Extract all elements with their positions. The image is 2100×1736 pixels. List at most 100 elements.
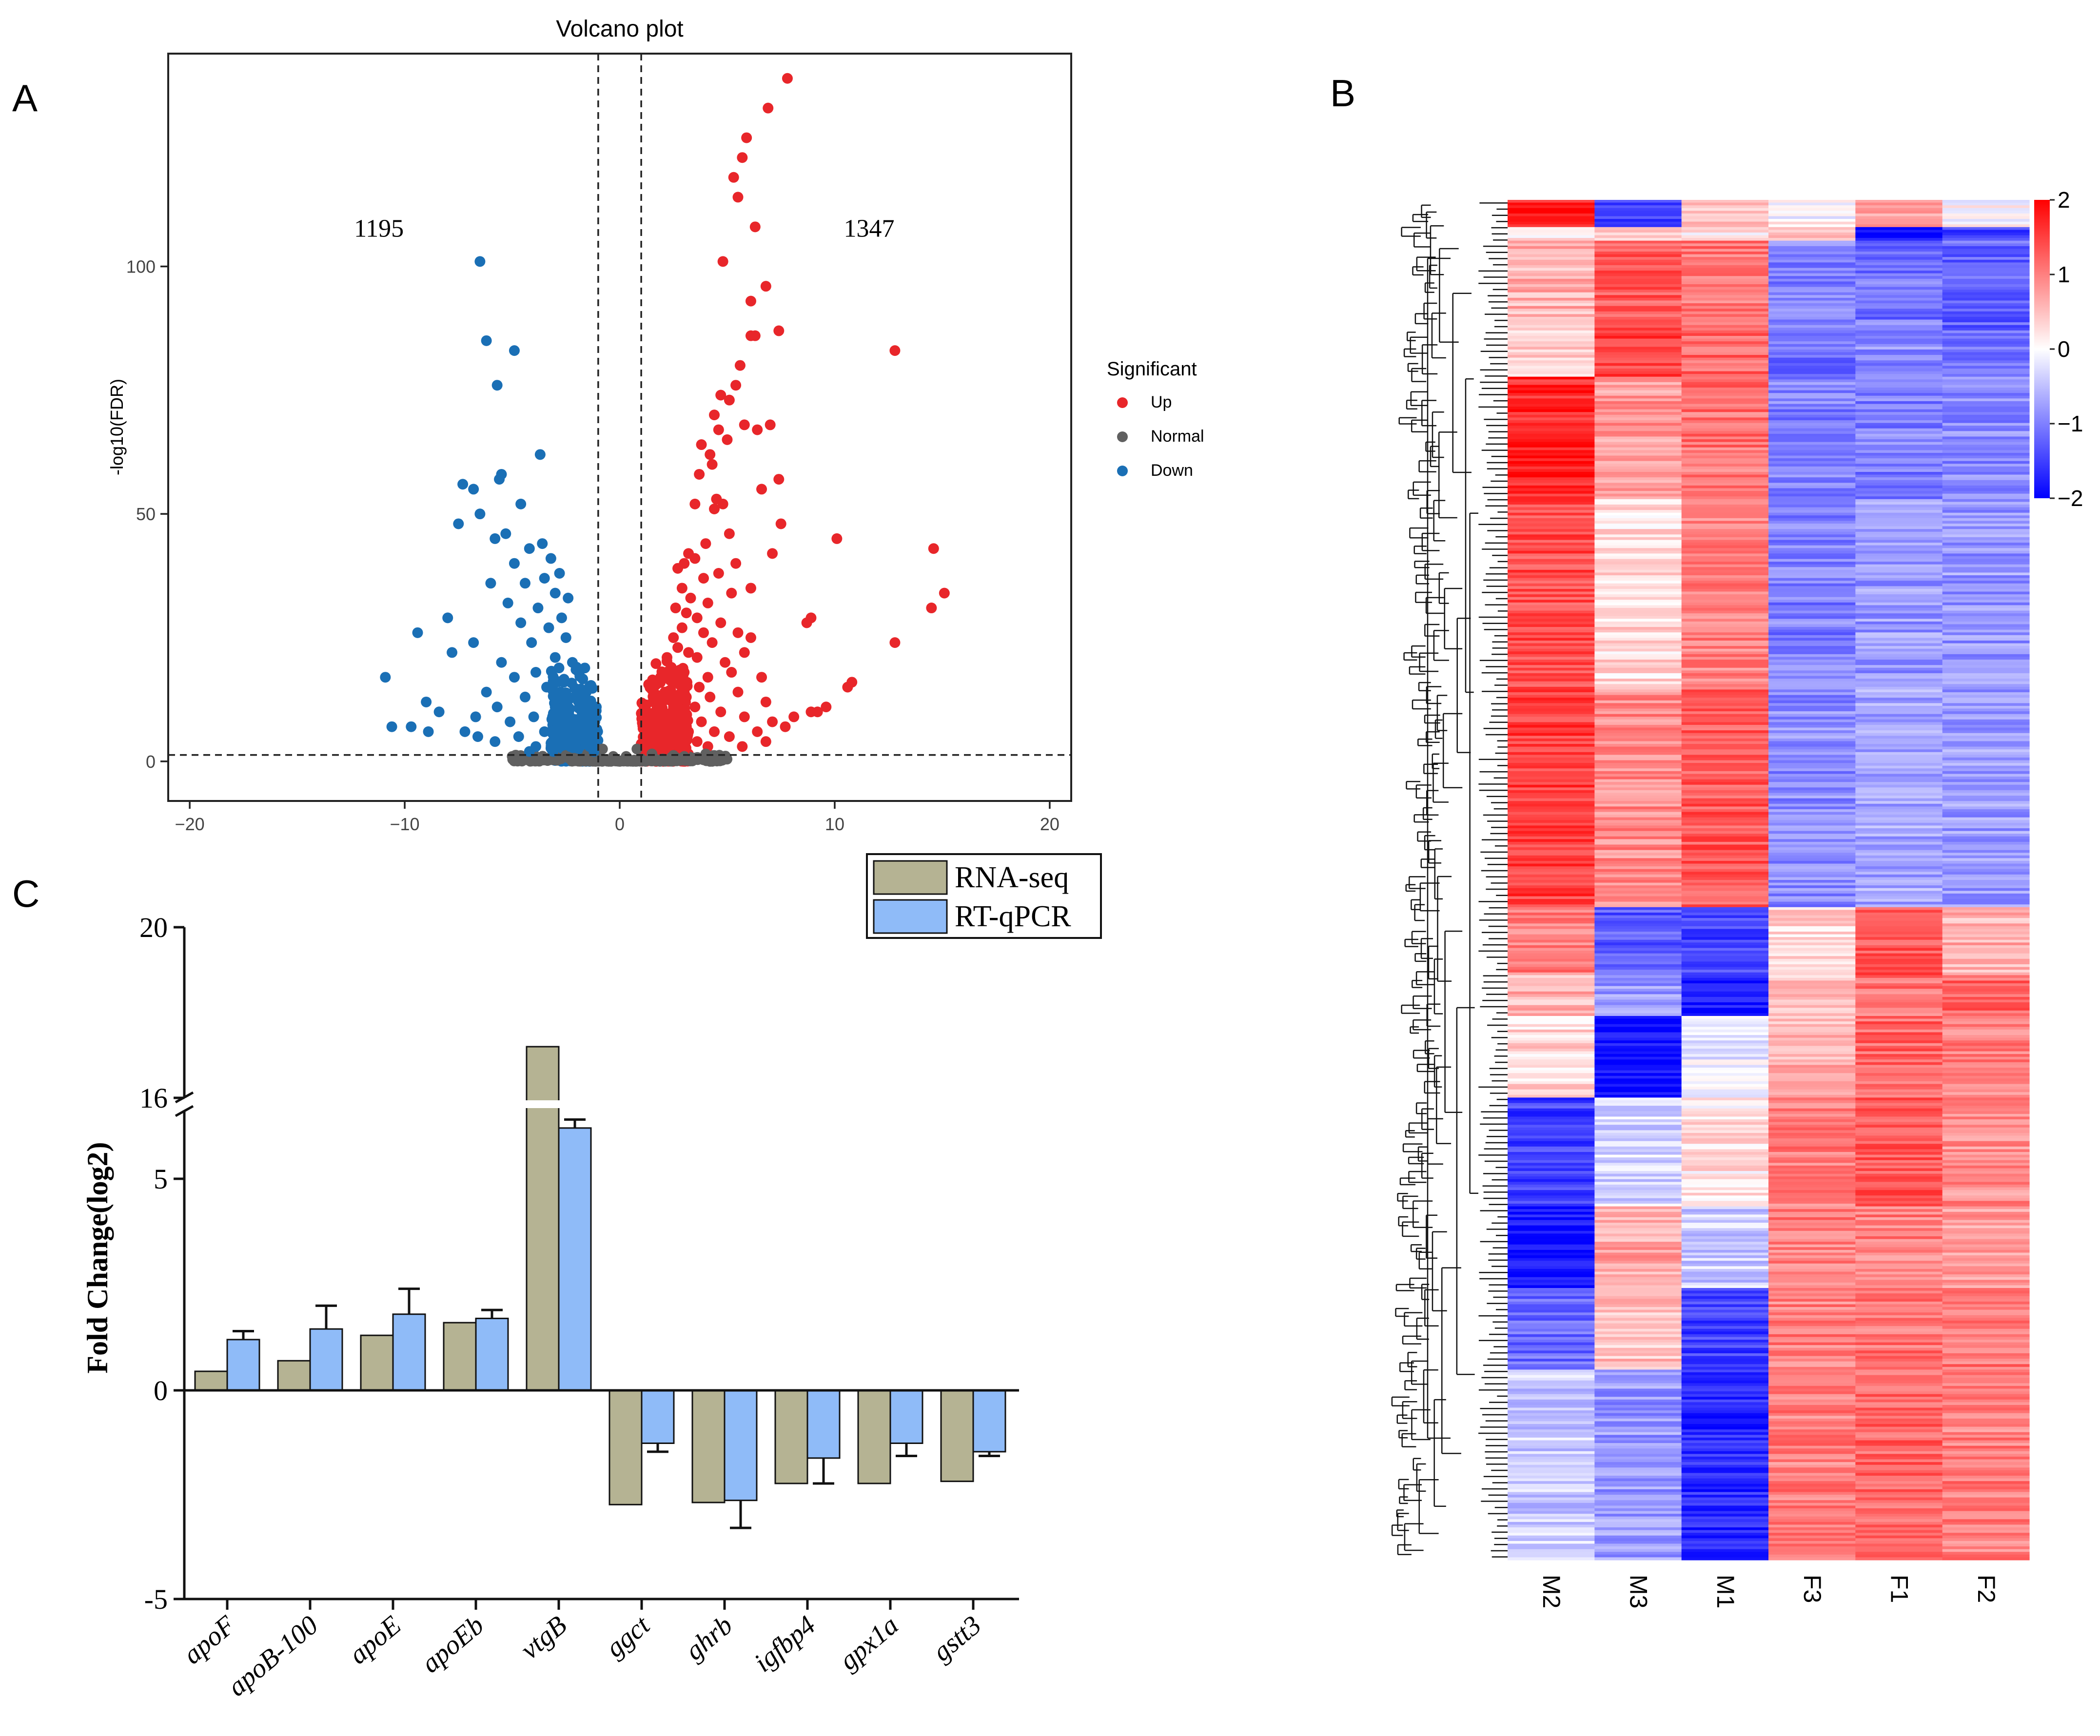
heatmap-cell xyxy=(1855,700,1943,703)
heatmap-cell xyxy=(1594,1173,1682,1177)
heatmap-cell xyxy=(1768,1075,1856,1079)
heatmap-cell xyxy=(1768,1040,1856,1044)
heatmap-cell xyxy=(1508,1375,1595,1378)
heatmap-cell xyxy=(1942,224,2030,228)
up-point xyxy=(668,632,679,643)
heatmap-cell xyxy=(1681,1065,1769,1068)
heatmap-cell xyxy=(1942,629,2030,633)
heatmap-cell xyxy=(1768,1268,1856,1272)
down-point xyxy=(496,657,507,668)
heatmap-cell xyxy=(1508,918,1595,921)
heatmap-cell xyxy=(1681,1198,1769,1202)
heatmap-cell xyxy=(1855,1111,1943,1114)
heatmap-cell xyxy=(1942,534,2030,538)
heatmap-cell xyxy=(1594,779,1682,782)
x-tick-label: 20 xyxy=(1040,814,1060,834)
heatmap-cell xyxy=(1508,853,1595,856)
heatmap-cell xyxy=(1594,273,1682,276)
heatmap-cell xyxy=(1942,1388,2030,1392)
heatmap-cell xyxy=(1594,1524,1682,1528)
heatmap-cell xyxy=(1768,1078,1856,1082)
heatmap-cell xyxy=(1594,338,1682,342)
heatmap-cell xyxy=(1855,1106,1943,1109)
heatmap-cell xyxy=(1594,863,1682,867)
heatmap-cell xyxy=(1681,812,1769,815)
heatmap-cell xyxy=(1855,970,1943,973)
heatmap-cell xyxy=(1508,385,1595,388)
heatmap-cell xyxy=(1594,388,1682,391)
heatmap-cell xyxy=(1508,357,1595,361)
heatmap-cell xyxy=(1942,452,2030,456)
heatmap-cell xyxy=(1768,1429,1856,1433)
heatmap-cell xyxy=(1768,961,1856,965)
heatmap-cell xyxy=(1681,1459,1769,1463)
heatmap-cell xyxy=(1681,1318,1769,1321)
heatmap-cell xyxy=(1681,526,1769,529)
legend-marker xyxy=(1117,466,1128,476)
heatmap-cell xyxy=(1594,1557,1682,1560)
heatmap-cell xyxy=(1768,1154,1856,1158)
heatmap-cell xyxy=(1855,763,1943,766)
heatmap-cell xyxy=(1594,815,1682,818)
heatmap-cell xyxy=(1768,608,1856,611)
down-point xyxy=(537,538,548,549)
heatmap-cell xyxy=(1594,268,1682,271)
heatmap-cell xyxy=(1681,1206,1769,1209)
heatmap-cell xyxy=(1681,537,1769,541)
heatmap-cell xyxy=(1768,662,1856,665)
heatmap-cell xyxy=(1855,1505,1943,1509)
heatmap-cell xyxy=(1594,912,1682,916)
heatmap-cell xyxy=(1942,1192,2030,1196)
heatmap-cell xyxy=(1594,1002,1682,1006)
heatmap-cell xyxy=(1942,621,2030,625)
heatmap-cell xyxy=(1681,1426,1769,1430)
heatmap-cell xyxy=(1942,529,2030,532)
heatmap-cell xyxy=(1855,1087,1943,1090)
heatmap-cell xyxy=(1942,1013,2030,1016)
heatmap-cell xyxy=(1508,426,1595,429)
heatmap-cell xyxy=(1594,893,1682,897)
heatmap-cell xyxy=(1681,923,1769,927)
heatmap-cell xyxy=(1768,1426,1856,1430)
heatmap-cell xyxy=(1768,366,1856,369)
heatmap-cell xyxy=(1942,409,2030,412)
heatmap-cell xyxy=(1855,569,1943,573)
heatmap-cell xyxy=(1855,1116,1943,1120)
heatmap-cell xyxy=(1768,763,1856,766)
heatmap-cell xyxy=(1942,964,2030,968)
up-point xyxy=(767,548,778,559)
up-point xyxy=(715,390,726,401)
heatmap-cell xyxy=(1768,839,1856,842)
heatmap-cell xyxy=(1855,458,1943,462)
heatmap-cell xyxy=(1594,1399,1682,1403)
heatmap-cell xyxy=(1681,1364,1769,1367)
heatmap-cell xyxy=(1681,964,1769,968)
heatmap-cell xyxy=(1768,793,1856,796)
heatmap-cell xyxy=(1768,1340,1856,1343)
up-point xyxy=(739,647,750,658)
heatmap-cell xyxy=(1594,1538,1682,1541)
heatmap-cell xyxy=(1855,654,1943,658)
heatmap-cell xyxy=(1594,559,1682,562)
heatmap-cell xyxy=(1508,344,1595,347)
heatmap-cell xyxy=(1768,591,1856,595)
rnaseq-bar xyxy=(277,1360,311,1391)
heatmap-cell xyxy=(1508,1268,1595,1272)
heatmap-cell xyxy=(1508,232,1595,236)
heatmap-cell xyxy=(1942,1296,2030,1299)
heatmap-cell xyxy=(1942,1035,2030,1038)
heatmap-cell xyxy=(1942,1500,2030,1503)
heatmap-cell xyxy=(1942,572,2030,576)
heatmap-cell xyxy=(1855,524,1943,527)
up-point xyxy=(670,603,681,614)
heatmap-cell xyxy=(1942,994,2030,997)
heatmap-cell xyxy=(1855,588,1943,592)
heatmap-cell xyxy=(1594,1263,1682,1267)
heatmap-cell xyxy=(1681,393,1769,396)
heatmap-cell xyxy=(1768,1068,1856,1071)
heatmap-cell xyxy=(1768,1315,1856,1318)
heatmap-cell xyxy=(1855,1249,1943,1253)
heatmap-cell xyxy=(1855,333,1943,336)
heatmap-cell xyxy=(1508,1459,1595,1463)
